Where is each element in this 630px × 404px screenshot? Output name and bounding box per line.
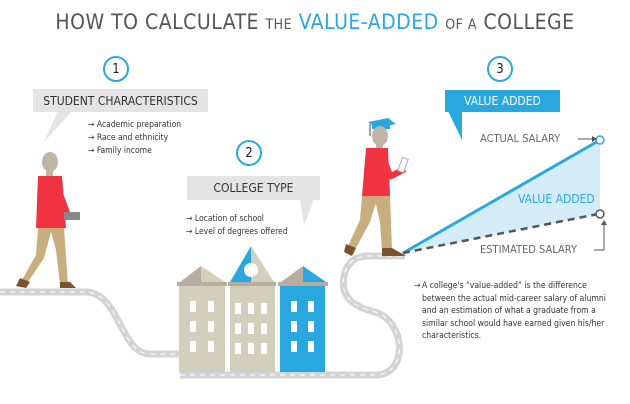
building-2 [228, 246, 276, 372]
speech-tail-2 [300, 199, 314, 226]
value-added-chart [402, 135, 607, 255]
speech-tail-3 [448, 111, 462, 140]
page-title: HOW TO CALCULATE THE VALUE-ADDED OF A CO… [55, 10, 575, 34]
actual-salary-point [595, 135, 605, 145]
estimated-salary-label: ESTIMATED SALARY [480, 243, 578, 256]
graduate-figure [344, 118, 409, 256]
speech-tail-1 [44, 111, 72, 142]
student-characteristics-heading: STUDENT CHARACTERISTICS [33, 89, 208, 112]
student-figure [16, 152, 80, 288]
actual-salary-line [402, 138, 601, 255]
college-type-list: → Location of school → Level of degrees … [186, 214, 288, 237]
estimated-salary-line [402, 212, 599, 255]
diploma-icon [397, 156, 409, 174]
building-1 [177, 266, 227, 372]
explanation-text: → A college's “value-added” is the differ… [414, 281, 606, 342]
student-characteristics-list: → Academic preparation → Race and ethnic… [88, 120, 182, 156]
college-type-heading: COLLEGE TYPE [187, 176, 320, 200]
value-added-heading: VALUE ADDED [445, 90, 560, 112]
road [0, 252, 405, 379]
clock-icon [244, 263, 258, 277]
building-3 [278, 266, 328, 372]
value-added-label: VALUE ADDED [518, 192, 595, 206]
arrow-up-icon [594, 224, 605, 251]
step-3-number: 3 [487, 56, 513, 82]
step-2-number: 2 [236, 140, 262, 166]
step-1-number: 1 [103, 56, 129, 82]
estimated-salary-point [595, 209, 605, 219]
actual-salary-label: ACTUAL SALARY [480, 132, 561, 145]
